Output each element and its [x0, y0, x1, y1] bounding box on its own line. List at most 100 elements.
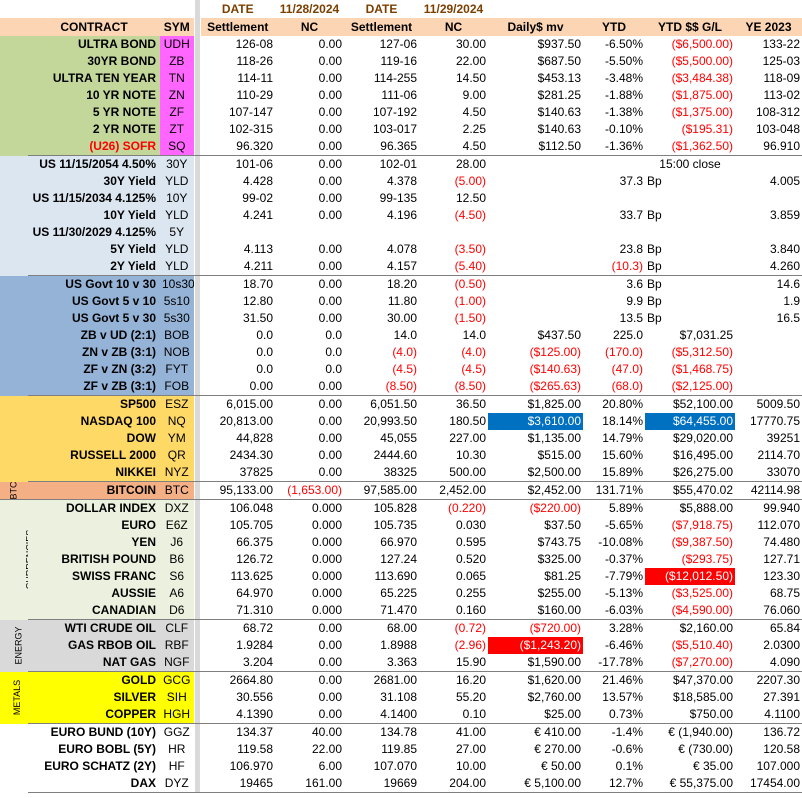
cell-ye-2023: 74.480: [763, 535, 800, 549]
cell-ye-2023: 108-312: [755, 105, 800, 119]
cell-nc: 28.00: [455, 157, 486, 171]
cell-ytd-g-l: ($7,918.75): [671, 518, 733, 532]
cell-contract: CANADIAN: [28, 602, 160, 620]
cell-ytd-g-l: $64,455.00: [645, 413, 735, 430]
column-header: YE 2023: [735, 18, 802, 36]
separator: [193, 293, 201, 310]
cell-ye-2023: 42114.98: [735, 481, 802, 500]
cell-ytd: 14.79%: [602, 431, 643, 445]
cell-ytd: -0.6%: [611, 742, 643, 756]
cell-ytd: -5.50%: [604, 54, 643, 68]
cell-contract: AUSSIE: [28, 585, 160, 602]
cell-ytd: -3.48%: [604, 71, 643, 85]
cell-ye-2023: 17454.00: [735, 775, 802, 793]
cell-daily-mv: $437.50: [537, 328, 581, 342]
cell-nc: 161.00: [275, 775, 344, 793]
date1-label: DATE: [200, 0, 275, 18]
cell-contract: ULTRA BOND: [28, 36, 160, 53]
cell-settlement: 126.72: [236, 552, 273, 566]
separator: [193, 775, 201, 793]
cell-sym: YLD: [160, 241, 194, 258]
cell-ytd-g-l: ($7,270.00): [645, 654, 735, 672]
cell-nc: 0.00: [318, 208, 342, 222]
cell-settlement: 6,051.50: [370, 397, 417, 411]
cell-ye-2023: 4.005: [769, 174, 800, 188]
cell-nc: 0.00: [318, 174, 342, 188]
cell-sym: NYZ: [160, 464, 194, 482]
cell-nc: 0.065: [455, 569, 486, 583]
cell-settlement: (8.50): [344, 378, 419, 396]
cell-settlement: 2434.30: [229, 448, 273, 462]
cell-nc: 41.00: [455, 725, 486, 739]
cell-ytd-g-l: ($293.75): [681, 552, 733, 566]
cell-ytd-g-l: $47,370.00: [672, 673, 733, 687]
cell-settlement: 114-11: [237, 71, 273, 85]
cell-sym: D6: [160, 602, 194, 620]
separator: [193, 173, 201, 190]
separator: [193, 654, 201, 672]
cell-ytd-g-l: Bp: [645, 258, 735, 276]
cell-sym: 5s10: [160, 293, 194, 310]
cell-ye-2023: 125-03: [762, 54, 800, 68]
cell-daily-mv: [488, 310, 583, 327]
separator: [193, 190, 201, 207]
cell-sym: ZF: [160, 104, 194, 121]
cell-sym: ESZ: [160, 395, 194, 413]
cell-contract: SILVER: [28, 689, 160, 706]
cell-settlement: 2444.60: [373, 448, 417, 462]
cell-ytd: 18.14%: [602, 414, 643, 428]
cell-nc: 0.00: [318, 54, 342, 68]
cell-settlement: 1.8988: [380, 638, 417, 652]
cell-settlement: 19669: [344, 775, 419, 793]
cell-sym: RBF: [160, 637, 194, 654]
cell-contract: US 11/30/2029 4.125%: [28, 224, 160, 241]
cell-daily-mv: € 5,100.00: [488, 775, 583, 793]
cell-daily-mv: ($125.00): [529, 345, 581, 359]
cell-contract: US Govt 10 v 30: [28, 275, 160, 293]
cell-ytd-g-l: ($3,484.38): [671, 71, 733, 85]
cell-daily-mv: $453.13: [537, 71, 581, 85]
cell-ytd-g-l: $52,100.00: [672, 397, 733, 411]
cell-contract: DOW: [28, 430, 160, 447]
cell-nc: 14.50: [455, 71, 486, 85]
section-label-text: CURRENCIES: [24, 529, 28, 590]
cell-nc: 0.00: [275, 138, 344, 156]
section-label-text: ENERGY: [13, 626, 24, 665]
section-label: YIELD CURVES: [0, 275, 28, 396]
cell-ye-2023: 4.090: [735, 654, 802, 672]
cell-settlement: 68.00: [386, 621, 417, 635]
cell-settlement: 2681.00: [373, 673, 417, 687]
cell-settlement: (4.0): [392, 345, 417, 359]
cell-contract: US 11/15/2054 4.50%: [28, 155, 160, 173]
cell-daily-mv: $687.50: [537, 54, 581, 68]
separator: [193, 344, 201, 361]
cell-settlement: 111-06: [381, 88, 417, 102]
cell-sym: HF: [160, 758, 194, 775]
cell-nc: (0.50): [454, 277, 486, 291]
separator: [193, 207, 201, 224]
cell-nc: 0.00: [275, 706, 344, 724]
cell-ytd: 15.60%: [602, 448, 643, 462]
cell-nc: (5.00): [454, 174, 486, 188]
cell-daily-mv: [488, 276, 583, 294]
cell-sym: 10Y: [160, 190, 194, 207]
separator: [193, 241, 201, 258]
cell-contract: ULTRA TEN YEAR: [28, 70, 160, 87]
cell-ytd-g-l: ($4,590.00): [645, 602, 735, 620]
cell-daily-mv: ($720.00): [529, 621, 581, 635]
cell-contract: NIKKEI: [28, 464, 160, 482]
cell-settlement: 107-192: [372, 105, 417, 119]
cell-nc: 0.00: [318, 191, 342, 205]
cell-sym: FYT: [160, 361, 194, 378]
cell-settlement: [200, 224, 275, 241]
cell-sym: BTC: [160, 481, 194, 500]
cell-settlement: 95,133.00: [200, 481, 275, 500]
cell-settlement: 66.375: [236, 535, 273, 549]
cell-ytd-g-l: ($1,875.00): [671, 88, 733, 102]
cell-settlement: 4.1390: [200, 706, 275, 724]
cell-nc: 0.000: [311, 552, 342, 566]
cell-nc: 30.00: [455, 37, 486, 51]
cell-sym: NQ: [160, 413, 194, 430]
cell-daily-mv: $743.75: [537, 535, 581, 549]
cell-contract: 5Y Yield: [28, 241, 160, 258]
